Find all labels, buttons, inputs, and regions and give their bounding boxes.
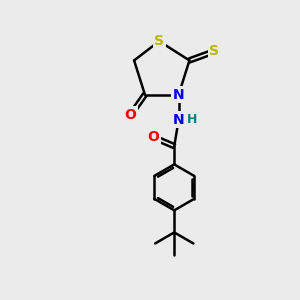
Text: O: O: [148, 130, 160, 144]
Text: O: O: [124, 108, 136, 122]
Text: S: S: [154, 34, 164, 48]
Text: N: N: [173, 88, 184, 102]
Text: S: S: [209, 44, 219, 58]
Text: N: N: [173, 112, 184, 127]
Text: H: H: [187, 113, 197, 126]
